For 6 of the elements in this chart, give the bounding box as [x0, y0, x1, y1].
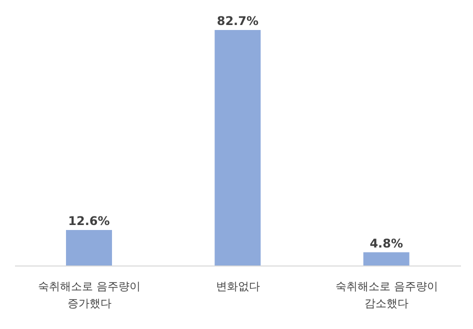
- data-label: 12.6%: [68, 214, 110, 228]
- x-tick-label: 숙취해소로 음주량이 감소했다: [335, 280, 438, 310]
- x-tick-label: 숙취해소로 음주량이 증가했다: [38, 280, 141, 310]
- data-label: 4.8%: [370, 236, 403, 250]
- x-tick-label: 변화없다: [216, 280, 260, 293]
- data-label: 82.7%: [216, 14, 258, 28]
